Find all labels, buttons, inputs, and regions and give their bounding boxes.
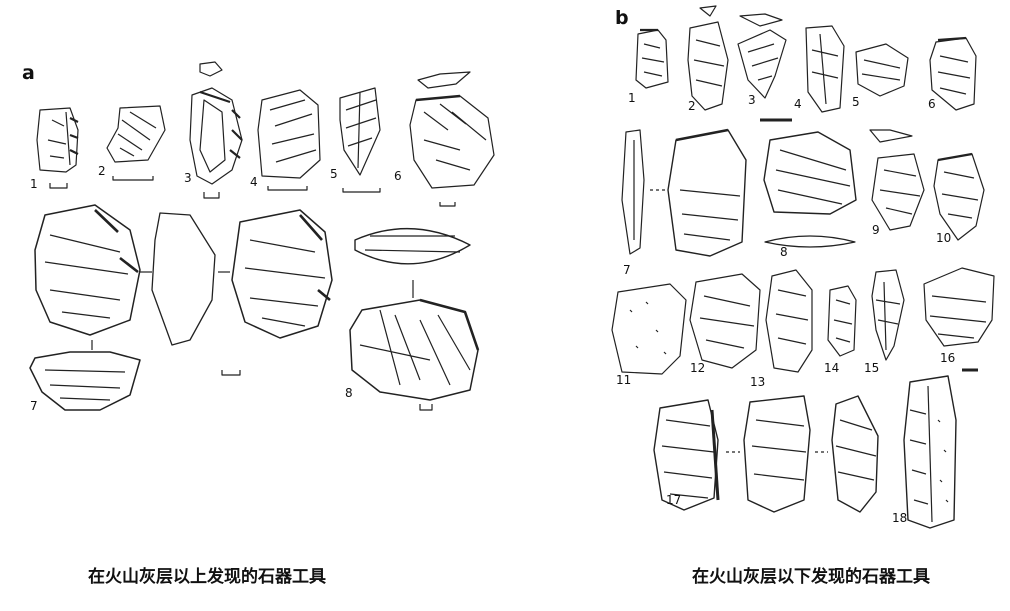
artifact-b11-number: 11 [616, 373, 632, 387]
artifact-b12-number: 12 [690, 361, 706, 375]
artifact-b1-drawing [635, 28, 669, 89]
artifact-b1-number: 1 [628, 91, 636, 105]
artifact-a4-number: 4 [250, 175, 258, 189]
artifact-b2-drawing [687, 5, 729, 111]
artifact-b2-number: 2 [688, 99, 696, 113]
artifact-a5-drawing [339, 87, 381, 193]
artifact-b10-drawing [933, 152, 985, 241]
panel-a: a [0, 0, 560, 587]
artifact-a8-drawing [349, 228, 480, 411]
artifact-a6-drawing [409, 71, 495, 207]
panel-b: b [560, 0, 1010, 587]
artifact-b9-drawing [869, 129, 925, 231]
artifact-a1-drawing [36, 107, 79, 189]
artifact-b13-number: 13 [750, 375, 766, 389]
artifact-b13-drawing [765, 269, 813, 373]
artifact-b4-number: 4 [794, 97, 802, 111]
artifact-b3-number: 3 [748, 93, 756, 107]
artifact-a7-number: 7 [30, 399, 38, 413]
artifact-b6-number: 6 [928, 97, 936, 111]
artifact-a2-drawing [106, 105, 166, 181]
artifact-b10-number: 10 [936, 231, 952, 245]
artifact-b5-drawing [855, 43, 909, 97]
artifact-b14-number: 14 [824, 361, 840, 375]
panel-b-drawings [611, 5, 995, 529]
artifact-b14-drawing [827, 285, 857, 357]
panel-a-caption: 在火山灰层以上发现的石器工具 [88, 567, 326, 587]
artifact-b15-drawing [871, 269, 905, 361]
artifact-a3-drawing [189, 61, 243, 199]
artifact-b15-number: 15 [864, 361, 880, 375]
artifact-b7-number: 7 [623, 263, 631, 277]
artifact-b11-drawing [611, 283, 687, 375]
artifact-a2-number: 2 [98, 164, 106, 178]
artifact-a6-number: 6 [394, 169, 402, 183]
artifact-a7-drawing [29, 204, 333, 411]
panel-a-label: a [22, 62, 35, 84]
panel-b-caption: 在火山灰层以下发现的石器工具 [692, 567, 930, 587]
panel-a-drawings [29, 61, 495, 411]
artifact-b8-number: 8 [780, 245, 788, 259]
artifact-a5-number: 5 [330, 167, 338, 181]
artifact-b18-number: 18 [892, 511, 908, 525]
artifact-b7-drawing [621, 128, 747, 257]
panel-b-label: b [615, 7, 629, 29]
artifact-b5-number: 5 [852, 95, 860, 109]
artifact-a8-number: 8 [345, 386, 353, 400]
artifact-b18-drawing [903, 375, 957, 529]
artifact-b8-drawing [763, 131, 857, 248]
artifact-b12-drawing [689, 273, 761, 369]
artifact-b17-number: 17 [666, 493, 682, 507]
artifact-b6-drawing [929, 36, 977, 111]
artifact-a1-number: 1 [30, 177, 38, 191]
artifact-b9-number: 9 [872, 223, 880, 237]
artifact-b16-number: 16 [940, 351, 956, 365]
artifact-b4-drawing [805, 25, 845, 113]
artifact-a4-drawing [257, 89, 321, 191]
artifact-b17-drawing [653, 395, 879, 513]
artifact-b3-drawing [737, 13, 792, 122]
artifact-a3-number: 3 [184, 171, 192, 185]
artifact-b16-drawing [923, 267, 995, 372]
